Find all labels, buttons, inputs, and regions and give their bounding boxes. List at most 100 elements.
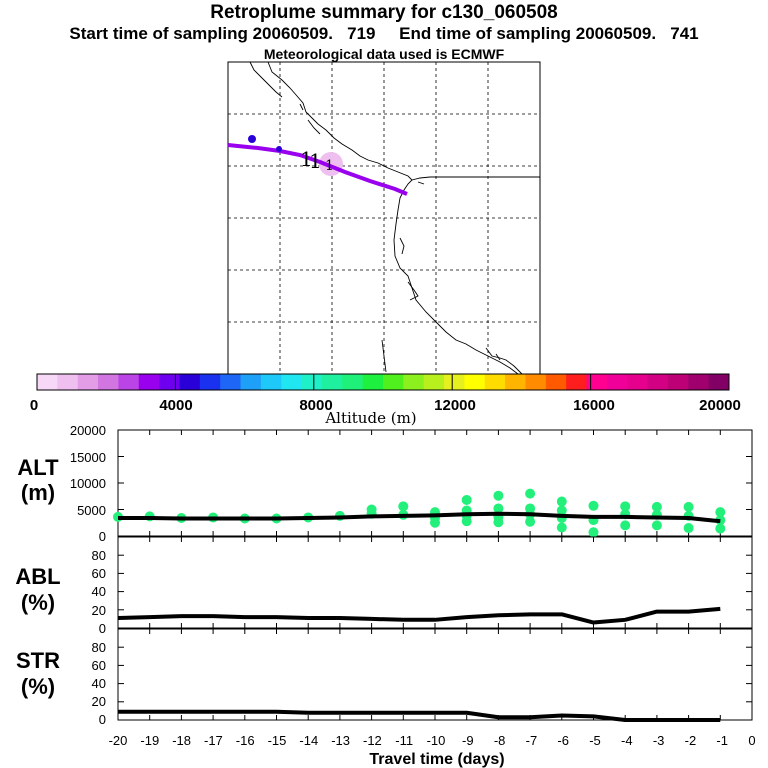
alt-scatter-point bbox=[620, 501, 631, 512]
met-data-subtitle: Meteorological data used is ECMWF bbox=[263, 46, 505, 62]
abl-ytick-label: 0 bbox=[99, 621, 106, 636]
str-panel-frame bbox=[117, 628, 753, 721]
str-ytick-label: 0 bbox=[99, 712, 106, 727]
map-coastline bbox=[249, 61, 540, 375]
str-ytick-label: 60 bbox=[92, 658, 106, 673]
colorbar-segment bbox=[98, 374, 119, 390]
colorbar-segment bbox=[301, 374, 323, 390]
xtick-label: -13 bbox=[331, 733, 350, 748]
plume-marker-dot bbox=[276, 146, 282, 152]
xtick-label: -3 bbox=[653, 733, 665, 748]
str-ytick-label: 20 bbox=[92, 694, 106, 709]
colorbar-segment bbox=[688, 374, 710, 390]
colorbar-segment bbox=[606, 374, 628, 390]
colorbar-frame bbox=[36, 373, 730, 391]
xtick-label: -9 bbox=[462, 733, 474, 748]
alt-ytick-label: 20000 bbox=[70, 423, 106, 438]
alt-scatter-point bbox=[493, 490, 504, 501]
chart-title: Retroplume summary for c130_060508 bbox=[210, 2, 558, 23]
xtick-label: -17 bbox=[204, 733, 223, 748]
colorbar-segment bbox=[118, 374, 140, 390]
xtick-label: -6 bbox=[557, 733, 569, 748]
alt-scatter-point bbox=[683, 501, 694, 512]
colorbar-segment bbox=[627, 374, 649, 390]
abl-ytick-label: 40 bbox=[92, 584, 106, 599]
alt-scatter-point bbox=[683, 523, 694, 534]
abl-ytick-label: 20 bbox=[92, 603, 106, 618]
colorbar-segment bbox=[647, 374, 669, 390]
alt-scatter-point bbox=[556, 522, 567, 533]
alt-ytick-label: 5000 bbox=[77, 503, 106, 518]
plume-marker-label: 1 bbox=[325, 158, 334, 174]
colorbar-segment bbox=[505, 374, 526, 390]
abl-ytick-label: 60 bbox=[92, 566, 106, 581]
colorbar-segment bbox=[159, 374, 180, 390]
colorbar-segment bbox=[525, 374, 547, 390]
colorbar-segment bbox=[321, 374, 343, 390]
alt-scatter-point bbox=[620, 520, 631, 531]
colorbar-segment bbox=[444, 374, 465, 390]
abl-ytick-label: 80 bbox=[92, 548, 106, 563]
alt-scatter-point bbox=[525, 516, 536, 527]
colorbar-tick-label: 8000 bbox=[299, 397, 332, 414]
map-plume-track: 1 1 1 bbox=[227, 135, 408, 196]
alt-scatter-point bbox=[556, 505, 567, 516]
abl-series-line bbox=[117, 606, 721, 625]
colorbar-segment bbox=[138, 374, 160, 390]
xtick-label: 0 bbox=[748, 733, 755, 748]
alt-scatter-point bbox=[556, 496, 567, 507]
xtick-label: -11 bbox=[395, 733, 413, 748]
xtick-label: -10 bbox=[427, 733, 446, 748]
str-panel-label: STR bbox=[16, 648, 60, 673]
alt-scatter-point bbox=[651, 501, 662, 512]
xtick-label: -20 bbox=[109, 733, 128, 748]
x-axis-label: Travel time (days) bbox=[369, 751, 504, 768]
colorbar-tick-label: 16000 bbox=[573, 397, 615, 414]
sampling-time-subtitle: Start time of sampling 20060509. 719 End… bbox=[69, 24, 699, 43]
alt-scatter-point bbox=[430, 517, 440, 528]
xtick-label: -14 bbox=[299, 733, 318, 748]
colorbar-tick-label: 20000 bbox=[699, 397, 741, 414]
abl-panel bbox=[117, 536, 753, 629]
plume-marker-label: 1 bbox=[309, 149, 322, 173]
xtick-label: -19 bbox=[140, 733, 159, 748]
alt-scatter-point bbox=[715, 523, 726, 534]
abl-panel-label: ABL bbox=[15, 564, 60, 589]
colorbar-segment bbox=[281, 374, 303, 390]
colorbar-segment bbox=[484, 374, 506, 390]
colorbar-segment bbox=[342, 374, 364, 390]
colorbar-segment bbox=[667, 374, 689, 390]
colorbar-segment bbox=[362, 374, 384, 390]
alt-ytick-label: 15000 bbox=[70, 450, 106, 465]
colorbar-segment bbox=[383, 374, 404, 390]
colorbar-segment bbox=[403, 374, 425, 390]
colorbar-segment bbox=[260, 374, 282, 390]
alt-ytick-label: 10000 bbox=[70, 476, 106, 491]
colorbar-segment bbox=[566, 374, 588, 390]
colorbar-segment bbox=[57, 374, 79, 390]
colorbar-segment bbox=[77, 374, 99, 390]
xtick-label: -18 bbox=[172, 733, 191, 748]
colorbar-tick-label: 4000 bbox=[159, 397, 192, 414]
xtick-label: -5 bbox=[589, 733, 601, 748]
alt-scatter-point bbox=[588, 527, 599, 538]
colorbar-segment bbox=[220, 374, 242, 390]
alt-ytick-label: 0 bbox=[99, 529, 106, 544]
map-panel: 1 1 1 bbox=[227, 61, 541, 375]
alt-panel-unit: (m) bbox=[21, 480, 55, 505]
colorbar-segment bbox=[545, 374, 567, 390]
colorbar-segment bbox=[179, 374, 201, 390]
abl-panel-unit: (%) bbox=[21, 590, 55, 615]
xtick-label: -1 bbox=[716, 733, 728, 748]
str-panel-unit: (%) bbox=[21, 674, 55, 699]
colorbar-axis-label: Altitude (m) bbox=[324, 409, 416, 427]
alt-series-line bbox=[118, 511, 721, 524]
colorbar-segment bbox=[199, 374, 221, 390]
altitude-colorbar bbox=[36, 373, 730, 391]
plume-marker-label: 1 bbox=[300, 147, 313, 171]
plume-marker-dot bbox=[248, 135, 256, 143]
xtick-label: -2 bbox=[685, 733, 697, 748]
alt-panel-label: ALT bbox=[17, 455, 59, 480]
str-panel bbox=[117, 628, 753, 722]
